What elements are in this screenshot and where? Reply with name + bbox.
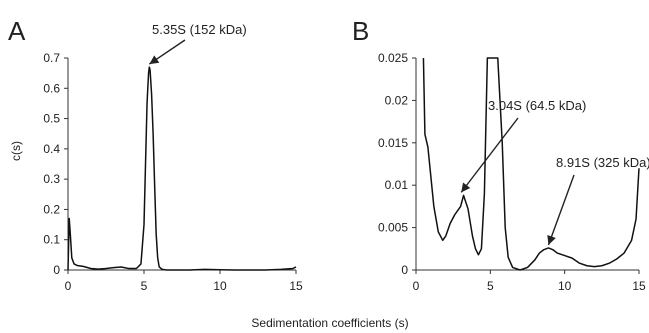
annotation-label: 3.04S (64.5 kDa) [488, 98, 586, 113]
x-tick-label: 10 [213, 279, 227, 293]
shared-x-axis-title: Sedimentation coefficients (s) [251, 316, 408, 330]
x-tick-label: 15 [289, 279, 303, 293]
annotation-arrow-line [460, 117, 519, 193]
y-tick-label: 0.1 [43, 233, 60, 247]
panel-a-letter: A [8, 16, 26, 46]
panel-b: B 0 0.005 0.01 0.015 0.02 0.025 0 5 10 15 3.04S … [352, 16, 649, 293]
y-tick-label: 0.01 [385, 178, 409, 192]
y-tick-label: 0 [401, 263, 408, 277]
y-tick-label: 0.4 [43, 142, 60, 156]
y-tick-label: 0.2 [43, 202, 60, 216]
panel-b-letter: B [352, 16, 369, 46]
annotation-arrow-head [547, 234, 556, 245]
y-tick-label: 0.015 [378, 136, 408, 150]
panel-a-annotations: 5.35S (152 kDa) [148, 22, 247, 65]
y-tick-label: 0.7 [43, 51, 60, 65]
x-tick-label: 15 [632, 279, 646, 293]
panel-a-x-ticks: 0 5 10 15 [65, 270, 303, 293]
annotation-label: 5.35S (152 kDa) [152, 22, 247, 37]
annotation-arrow-head [149, 55, 160, 65]
panel-b-annotations: 3.04S (64.5 kDa) 8.91S (325 kDa) [460, 98, 649, 246]
y-tick-label: 0 [53, 263, 60, 277]
panel-a-y-ticks: 0 0.1 0.2 0.3 0.4 0.5 0.6 0.7 [43, 51, 68, 277]
panel-b-y-ticks: 0 0.005 0.01 0.015 0.02 0.025 [378, 51, 416, 277]
annotation-arrow-line [547, 174, 575, 246]
y-tick-label: 0.6 [43, 81, 60, 95]
y-tick-label: 0.025 [378, 51, 408, 65]
y-tick-label: 0.005 [378, 221, 408, 235]
x-tick-label: 0 [65, 279, 72, 293]
panel-a: A c(s) 0 0.1 0.2 0.3 0.4 0.5 0.6 0.7 0 5 10 15 5.3… [8, 16, 303, 293]
x-tick-label: 10 [558, 279, 572, 293]
panel-b-series-line [422, 57, 640, 271]
x-tick-label: 5 [487, 279, 494, 293]
y-tick-label: 0.02 [385, 93, 409, 107]
x-tick-label: 5 [141, 279, 148, 293]
panel-a-series-line [67, 66, 297, 271]
annotation-label: 8.91S (325 kDa) [556, 155, 649, 170]
y-tick-label: 0.5 [43, 112, 60, 126]
annotation-arrow-head [461, 182, 471, 193]
y-tick-label: 0.3 [43, 172, 60, 186]
panel-b-x-ticks: 0 5 10 15 [413, 270, 646, 293]
panel-a-y-axis-title: c(s) [9, 141, 23, 161]
x-tick-label: 0 [413, 279, 420, 293]
